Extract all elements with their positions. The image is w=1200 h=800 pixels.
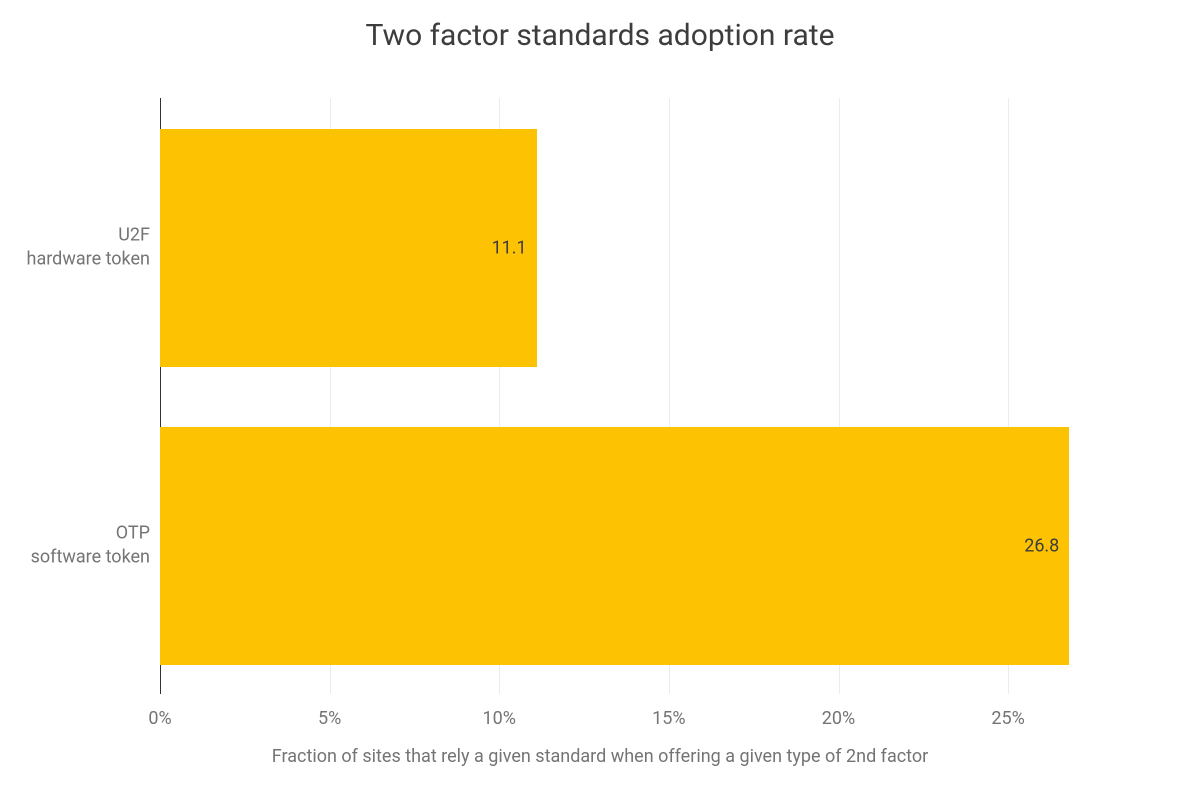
x-tick: 15% xyxy=(652,708,685,729)
bar-otp xyxy=(160,427,1069,665)
y-tick-u2f: U2F hardware token xyxy=(27,224,150,273)
bar-value-otp: 26.8 xyxy=(1024,536,1059,557)
x-tick: 10% xyxy=(483,708,516,729)
bar-u2f xyxy=(160,129,537,367)
bar-value-u2f: 11.1 xyxy=(492,238,527,259)
x-tick: 25% xyxy=(991,708,1024,729)
x-tick: 20% xyxy=(822,708,855,729)
chart-title: Two factor standards adoption rate xyxy=(0,18,1200,53)
x-tick: 0% xyxy=(148,708,171,729)
plot-area: 11.1 26.8 xyxy=(160,98,1076,694)
x-tick: 5% xyxy=(318,708,341,729)
chart-container: Two factor standards adoption rate 11.1 2… xyxy=(0,0,1200,800)
y-tick-otp: OTP software token xyxy=(31,522,150,571)
x-axis-title: Fraction of sites that rely a given stan… xyxy=(0,746,1200,767)
